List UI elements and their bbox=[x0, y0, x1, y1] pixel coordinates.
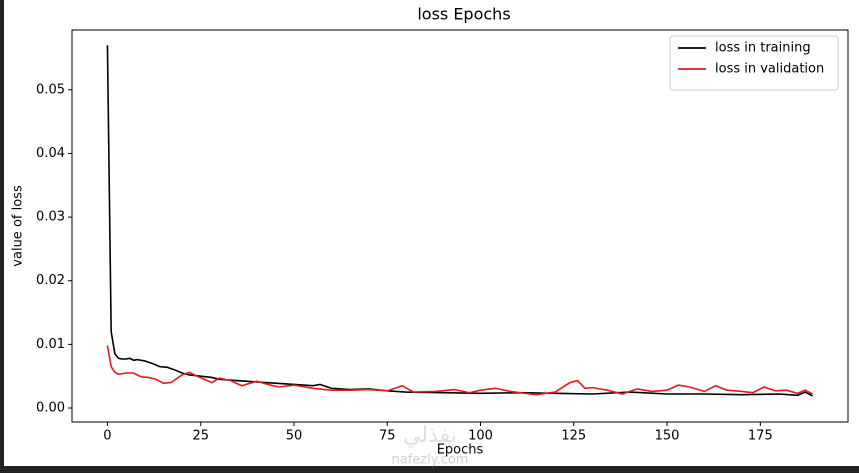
x-tick-label: 50 bbox=[286, 429, 303, 444]
y-tick-label: 0.03 bbox=[36, 210, 65, 225]
x-tick-label: 150 bbox=[655, 429, 680, 444]
watermark: nafezly.com bbox=[392, 453, 469, 468]
x-tick-label: 25 bbox=[192, 429, 209, 444]
watermark: نفذلي bbox=[403, 423, 457, 448]
frame-edge bbox=[0, 0, 4, 473]
x-tick-label: 125 bbox=[561, 429, 586, 444]
series-line bbox=[106, 345, 813, 396]
legend-box bbox=[669, 35, 839, 91]
x-tick-label: 175 bbox=[748, 429, 773, 444]
x-tick-label: 0 bbox=[103, 429, 111, 444]
legend-label: loss in training bbox=[715, 41, 811, 56]
series-line bbox=[106, 45, 813, 397]
legend-label: loss in validation bbox=[715, 62, 824, 77]
y-axis-label: value of loss bbox=[11, 185, 26, 267]
chart-title: loss Epochs bbox=[417, 5, 510, 24]
y-tick-label: 0.01 bbox=[36, 337, 65, 352]
y-tick-label: 0.02 bbox=[36, 273, 65, 288]
plot-area bbox=[71, 29, 849, 423]
frame-edge bbox=[0, 466, 859, 473]
y-tick-label: 0.05 bbox=[36, 82, 65, 97]
y-tick-label: 0.00 bbox=[36, 401, 65, 416]
x-tick-label: 75 bbox=[379, 429, 396, 444]
x-axis-label: Epochs bbox=[437, 443, 484, 458]
y-tick-label: 0.04 bbox=[36, 146, 65, 161]
x-tick-label: 100 bbox=[468, 429, 493, 444]
